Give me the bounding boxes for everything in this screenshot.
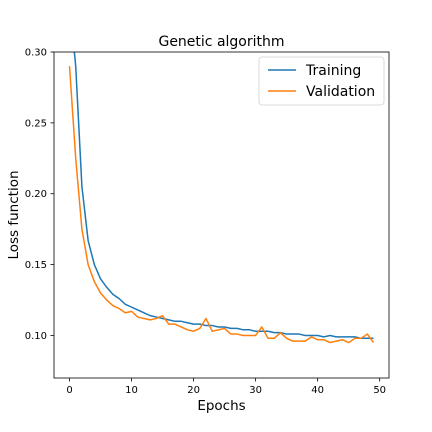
x-tick-label: 50 bbox=[373, 385, 386, 396]
series-line-validation bbox=[68, 66, 375, 344]
y-axis-ticks: 0.10 0.15 0.20 0.25 0.30 bbox=[25, 48, 54, 342]
x-tick-label: 0 bbox=[66, 385, 72, 396]
x-axis-label: Epochs bbox=[197, 398, 245, 414]
x-tick-label: 20 bbox=[187, 385, 200, 396]
y-axis-label: Loss function bbox=[6, 170, 22, 259]
y-tick-label: 0.30 bbox=[25, 48, 47, 59]
plot-frame bbox=[53, 51, 390, 379]
y-tick-label: 0.15 bbox=[25, 260, 47, 271]
legend-label-validation: Validation bbox=[306, 84, 375, 100]
x-tick-label: 40 bbox=[311, 385, 324, 396]
legend: Training Validation bbox=[258, 56, 385, 106]
x-tick-label: 10 bbox=[125, 385, 138, 396]
series-line-training bbox=[73, 52, 374, 340]
legend-box bbox=[258, 56, 385, 106]
chart-title: Genetic algorithm bbox=[158, 34, 284, 50]
y-tick-label: 0.20 bbox=[25, 189, 47, 200]
x-tick-label: 30 bbox=[249, 385, 262, 396]
series-layer bbox=[68, 52, 375, 344]
legend-label-training: Training bbox=[305, 63, 361, 79]
y-tick-label: 0.10 bbox=[25, 331, 47, 342]
y-tick-label: 0.25 bbox=[25, 118, 47, 129]
x-axis-ticks: 0 10 20 30 40 50 bbox=[66, 378, 386, 396]
